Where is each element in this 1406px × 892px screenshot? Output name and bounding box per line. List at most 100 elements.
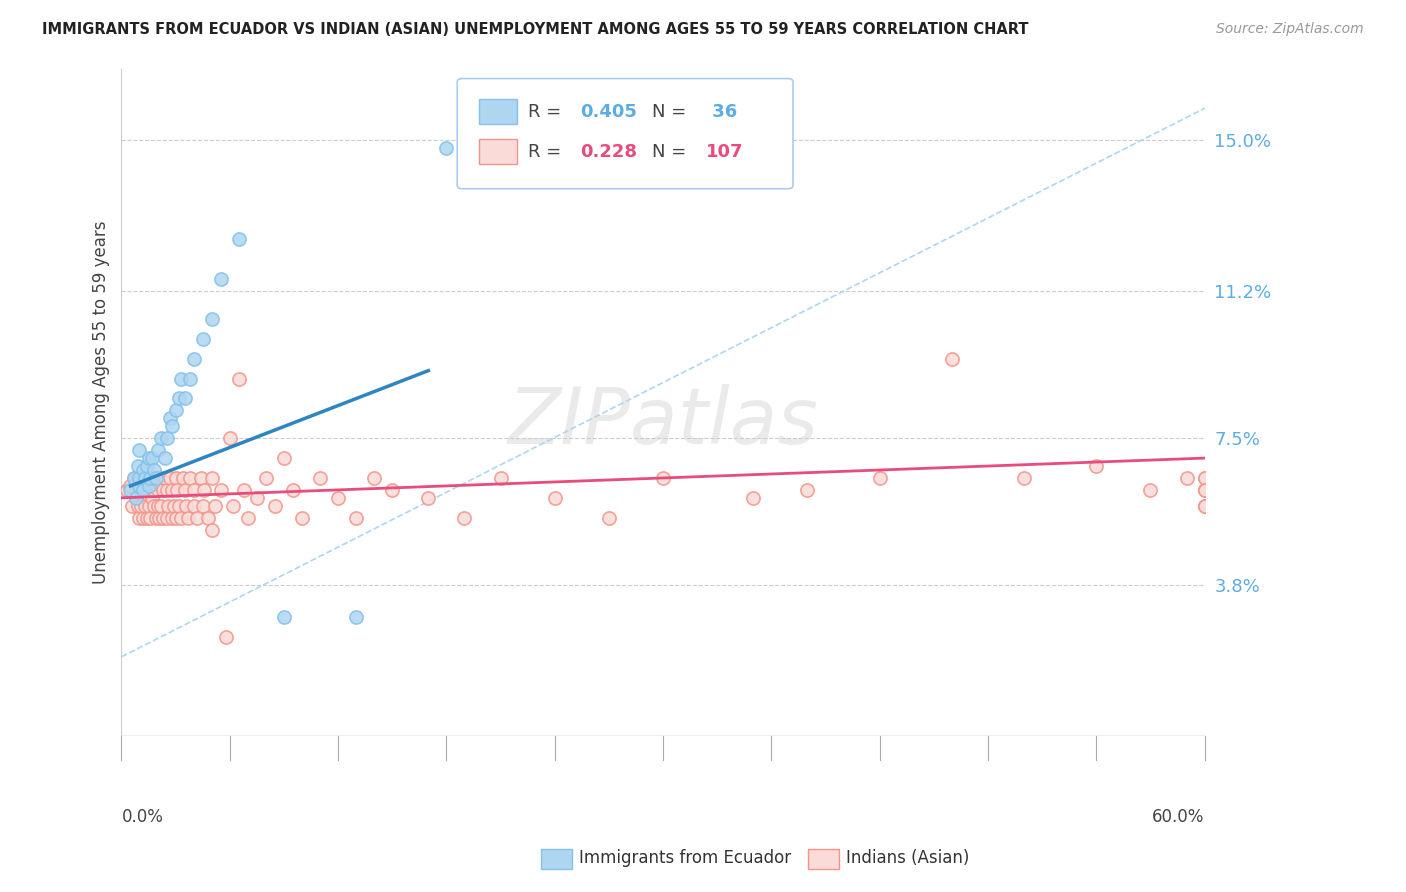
Point [165,471,187,485]
Point [132,510,155,524]
Text: Source: ZipAtlas.com: Source: ZipAtlas.com [1216,22,1364,37]
Point [160,419,183,434]
Point [170,510,193,524]
Point [134,471,156,485]
Point [183,483,205,497]
Point [941,351,963,366]
Point [326,491,349,505]
Point [134,471,156,485]
Point [139,471,162,485]
Point [138,483,160,497]
Point [159,471,181,485]
Point [163,499,186,513]
Point [222,499,245,513]
Point [1194,471,1216,485]
Point [166,483,188,497]
Point [160,510,183,524]
Point [153,471,176,485]
Point [152,483,174,497]
Point [291,510,314,524]
Point [155,510,177,524]
Point [344,510,367,524]
Point [145,471,167,485]
Point [127,499,149,513]
Text: 0.228: 0.228 [579,143,637,161]
Point [201,523,224,537]
Point [172,471,194,485]
Point [1175,471,1198,485]
Y-axis label: Unemployment Among Ages 55 to 59 years: Unemployment Among Ages 55 to 59 years [93,220,110,584]
Point [1194,499,1216,513]
Point [204,499,226,513]
Point [179,371,201,385]
Point [1012,471,1035,485]
Point [209,272,232,286]
Point [167,499,190,513]
Point [489,471,512,485]
Text: 60.0%: 60.0% [1153,808,1205,826]
Point [146,499,169,513]
Point [218,431,240,445]
Point [115,483,138,497]
Point [128,471,150,485]
Point [264,499,287,513]
Point [135,458,157,473]
Point [254,471,277,485]
Point [191,499,214,513]
Point [128,471,150,485]
Point [177,510,200,524]
Point [176,499,198,513]
Point [215,630,238,644]
Point [141,491,163,505]
Point [228,371,250,385]
Point [122,471,145,485]
Point [129,499,152,513]
Point [148,510,170,524]
Point [1139,483,1161,497]
Point [363,471,385,485]
Point [152,510,174,524]
Point [125,483,148,497]
Point [1194,499,1216,513]
Point [190,471,212,485]
Point [141,471,163,485]
Text: R =: R = [527,143,567,161]
Point [121,499,143,513]
Point [309,471,332,485]
Point [155,483,177,497]
Text: 36: 36 [706,103,738,121]
Point [153,451,176,466]
Point [281,483,304,497]
Point [150,479,173,493]
Point [145,471,167,485]
Point [236,510,259,524]
Point [134,479,156,493]
Point [1194,483,1216,497]
Point [146,483,169,497]
Point [742,491,765,505]
Point [381,483,404,497]
Point [127,471,149,485]
Point [142,499,165,513]
Point [132,483,155,497]
Text: 107: 107 [706,143,744,161]
Text: Indians (Asian): Indians (Asian) [846,849,970,867]
Point [186,510,208,524]
Point [138,471,160,485]
Point [141,451,163,466]
Point [125,491,148,505]
Point [125,491,148,505]
Bar [479,138,517,164]
Point [173,483,195,497]
Text: Immigrants from Ecuador: Immigrants from Ecuador [579,849,792,867]
Point [179,471,201,485]
Point [191,332,214,346]
Point [869,471,891,485]
Text: R =: R = [527,103,567,121]
Point [132,483,155,497]
FancyBboxPatch shape [457,78,793,189]
Text: N =: N = [652,143,692,161]
Point [1085,458,1108,473]
Point [122,471,145,485]
Text: 0.0%: 0.0% [121,808,163,826]
